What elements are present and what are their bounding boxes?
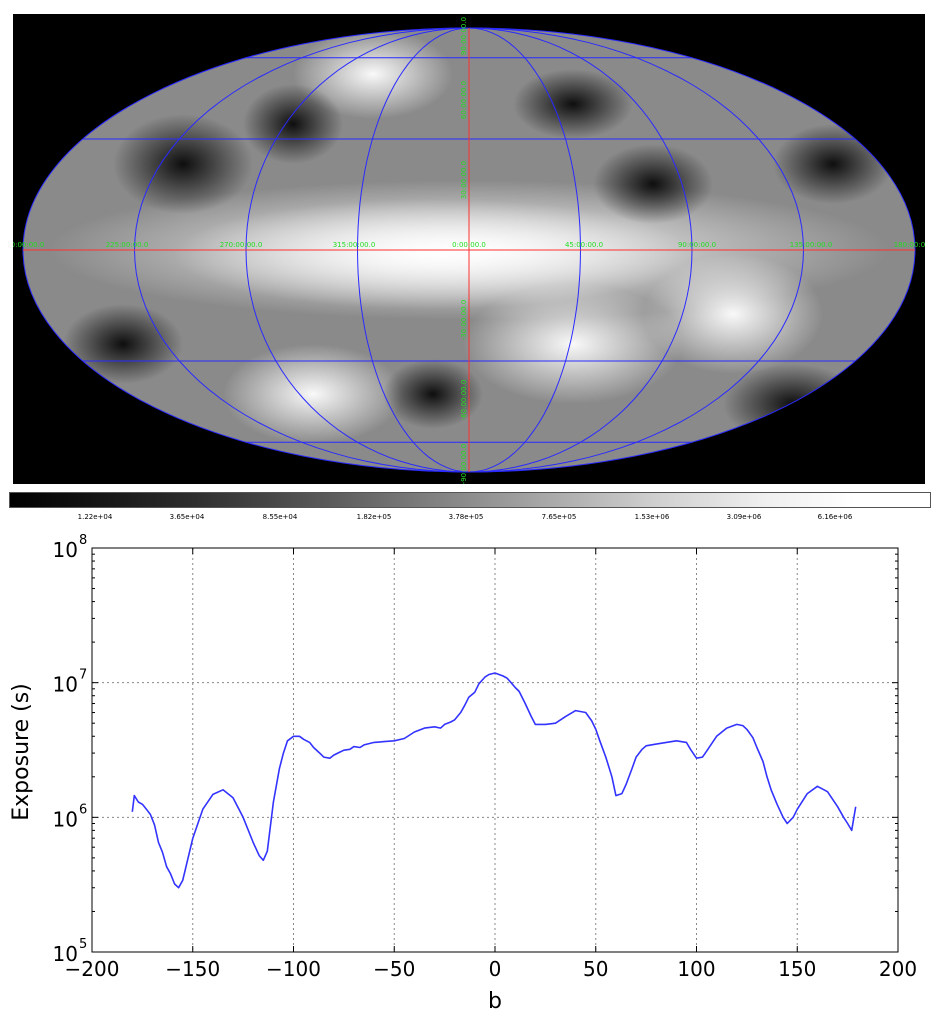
plot-series (131, 672, 857, 889)
y-axis-label: Exposure (s) (9, 683, 34, 820)
colorbar-tick: 7.65e+05 (541, 513, 577, 521)
colorbar-tick: 3.65e+04 (169, 513, 205, 521)
colorbar-tick: 1.82e+05 (356, 513, 392, 521)
y-tick-exponent: 8 (79, 533, 87, 548)
x-tick-label: −200 (65, 957, 120, 981)
x-tick-label: 0 (489, 957, 502, 981)
latitude-label: -90:00:00.0 (460, 444, 468, 484)
sky-labels: 180:00:00.0 225:00:00.0 270:00:00.0 315:00:… (2, 17, 932, 484)
latitude-label: -60:00:00.0 (460, 380, 468, 421)
latitude-label: -30:00:00.0 (460, 300, 468, 341)
y-tick-exponent: 7 (79, 668, 87, 683)
x-tick-label: 150 (778, 957, 816, 981)
colorbar-tick: 3.78e+05 (448, 513, 484, 521)
sky-map-panel: 180:00:00.0 225:00:00.0 270:00:00.0 315:00:… (2, 14, 932, 484)
y-tick-label: 10 (53, 673, 78, 697)
longitude-label: 315:00:00.0 (333, 241, 376, 249)
colorbar-tick: 1.22e+04 (77, 513, 113, 521)
longitude-label: 90:00:00.0 (678, 241, 716, 249)
colorbar-tick: 1.53e+06 (634, 513, 670, 521)
longitude-label: 180:00:00.0 (894, 241, 925, 249)
x-tick-label: 100 (677, 957, 715, 981)
latitude-label: 30:00:00.0 (460, 161, 468, 199)
x-tick-label: −100 (266, 957, 321, 981)
exposure-plot-panel: −200 −150 −100 −50 0 50 100 150 200 10 5 10 6 10 7 10 8 … (0, 530, 932, 1017)
y-tick-label: 10 (53, 538, 78, 562)
colorbar-panel: 1.22e+04 3.65e+04 8.55e+04 1.82e+05 3.78… (9, 492, 931, 526)
longitude-label: 45:00:00.0 (565, 241, 603, 249)
latitude-label: 60:00:00.0 (460, 81, 468, 119)
y-tick-exponent: 6 (79, 802, 87, 817)
colorbar (9, 492, 931, 508)
exposure-series-line (131, 672, 857, 889)
x-tick-label: 200 (879, 957, 917, 981)
sky-map: 180:00:00.0 225:00:00.0 270:00:00.0 315:00:… (2, 17, 932, 484)
longitude-label: 135:00:00.0 (790, 241, 833, 249)
colorbar-tick: 6.16e+06 (817, 513, 853, 521)
y-tick-label: 10 (53, 807, 78, 831)
x-tick-label: −150 (165, 957, 220, 981)
colorbar-tick: 3.09e+06 (726, 513, 762, 521)
y-tick-label: 10 (53, 942, 78, 966)
x-axis-label: b (488, 989, 502, 1014)
latitude-label: 90:00:00.0 (460, 17, 468, 55)
sky-grid (22, 27, 916, 473)
longitude-label: 270:00:00.0 (220, 241, 263, 249)
colorbar-tick: 8.55e+04 (262, 513, 298, 521)
x-tick-label: −50 (373, 957, 415, 981)
y-tick-exponent: 5 (79, 937, 87, 952)
longitude-label: 225:00:00.0 (106, 241, 149, 249)
x-tick-label: 50 (583, 957, 608, 981)
longitude-label: 0:00:00.0 (452, 241, 486, 249)
longitude-label: 180:00:00.0 (13, 241, 44, 249)
plot-grid (92, 548, 898, 952)
